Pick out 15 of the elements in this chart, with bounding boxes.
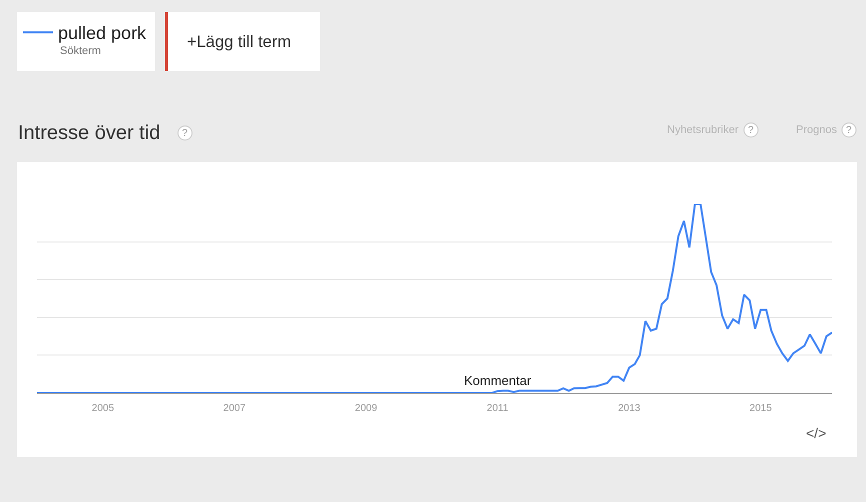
x-tick-label: 2005: [92, 403, 114, 414]
x-tick-label: 2015: [750, 403, 772, 414]
x-tick-label: 2007: [223, 403, 246, 414]
chart-title: Intresse över tid: [18, 122, 160, 144]
x-tick-label: 2011: [486, 403, 509, 414]
text: ?: [748, 125, 754, 136]
text: +Lägg till term: [187, 33, 292, 51]
text: ?: [846, 125, 852, 136]
annotation: Kommentar: [464, 373, 532, 388]
x-tick-label: 2009: [354, 403, 378, 414]
text: </>: [806, 425, 826, 441]
x-tick-label: 2013: [618, 403, 641, 414]
text: ?: [182, 128, 188, 139]
text: Sökterm: [60, 45, 101, 57]
legend-label: pulled pork: [58, 23, 148, 44]
